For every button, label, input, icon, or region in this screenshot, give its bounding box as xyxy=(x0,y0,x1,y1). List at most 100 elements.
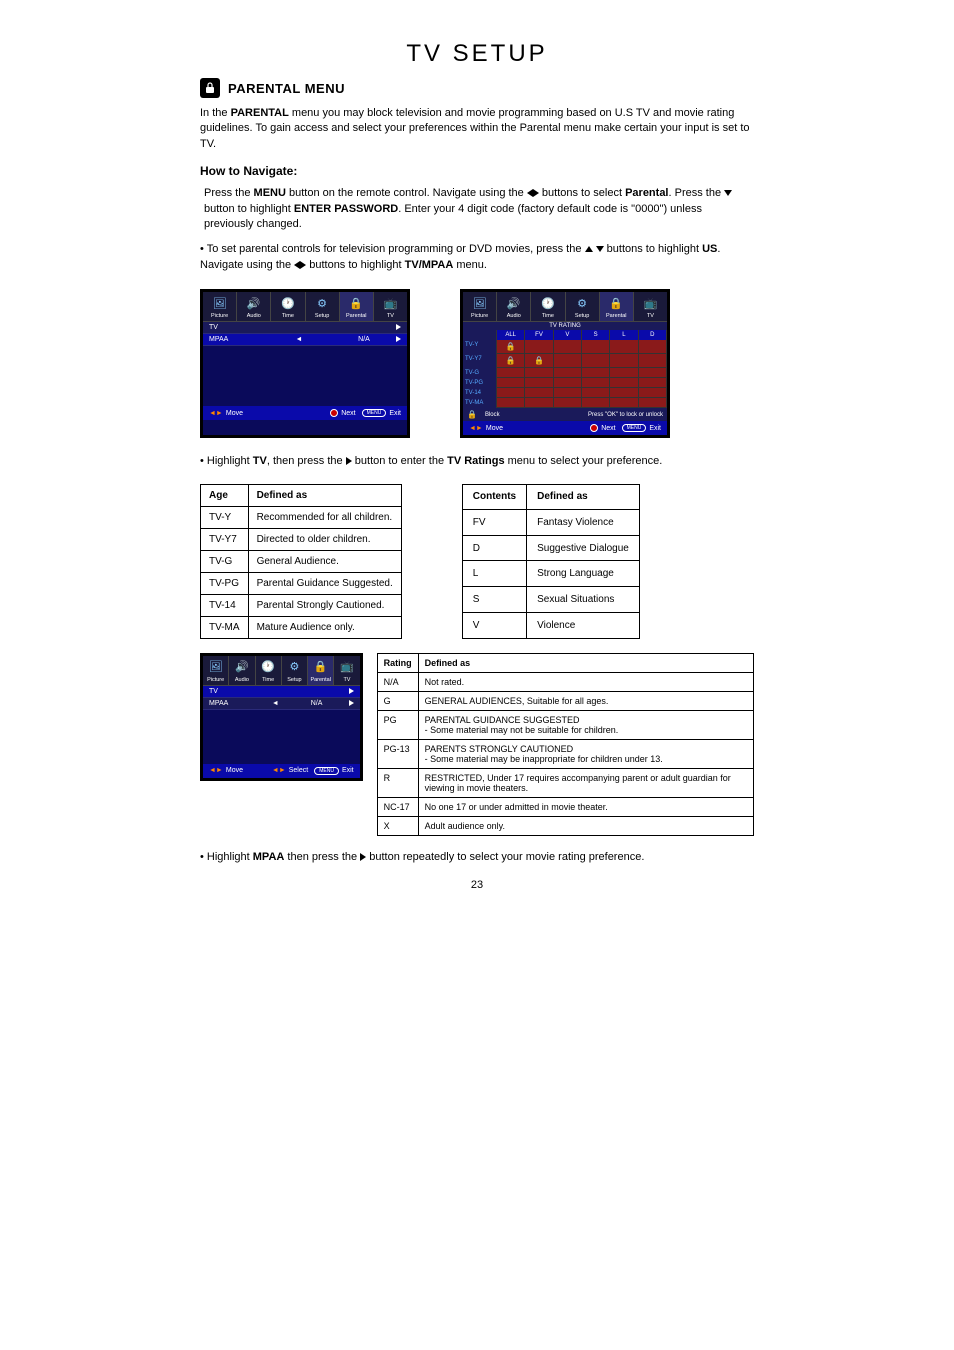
table-cell: TV-G xyxy=(201,550,249,572)
table-cell: D xyxy=(462,535,526,561)
table-cell: Recommended for all children. xyxy=(248,506,401,528)
osd-tab-icon: ⚙ xyxy=(282,658,307,676)
osd-tab-time: 🕐Time xyxy=(271,292,305,321)
grid-foot-instruction: 🔒Block Press "OK" to lock or unlock xyxy=(463,408,667,421)
grid-row: TV-G xyxy=(463,368,667,378)
table-cell: Not rated. xyxy=(418,672,753,691)
osd-tab-label: Setup xyxy=(306,312,339,320)
grid-head-cell: V xyxy=(554,330,582,340)
osd-row: TV xyxy=(203,686,360,698)
osd-tab-icon: ⚙ xyxy=(306,294,339,312)
table-cell: L xyxy=(462,561,526,587)
table-cell: PARENTAL GUIDANCE SUGGESTED- Some materi… xyxy=(418,710,753,739)
triangle-down-icon xyxy=(596,246,604,252)
osd-tab-parental: 🔒Parental xyxy=(340,292,374,321)
osd-tab-icon: 🖼 xyxy=(463,294,496,312)
osd-footer: ◄► Move ◄► Select MENU Exit xyxy=(203,764,360,778)
osd-tab-label: Parental xyxy=(308,676,333,684)
menu-pill-icon: MENU xyxy=(314,767,339,775)
section-title: PARENTAL MENU xyxy=(228,81,345,96)
osd-row-1: 🖼Picture🔊Audio🕐Time⚙Setup🔒Parental📺TV TV… xyxy=(200,289,754,438)
grid-head-cell xyxy=(463,330,497,340)
grid-head-cell: S xyxy=(582,330,610,340)
osd-tab-icon: 📺 xyxy=(374,294,407,312)
table-row: GGENERAL AUDIENCES, Suitable for all age… xyxy=(377,691,753,710)
nav-step-1: Press the MENU button on the remote cont… xyxy=(204,186,754,232)
osd-tab-icon: 🕐 xyxy=(271,294,304,312)
osd-tab-icon: 🔊 xyxy=(229,658,254,676)
table-cell: V xyxy=(462,612,526,638)
table-cell: Directed to older children. xyxy=(248,528,401,550)
table-row: RRESTRICTED, Under 17 requires accompany… xyxy=(377,768,753,797)
grid-row: TV-MA xyxy=(463,398,667,408)
page-title: TV SETUP xyxy=(200,40,754,68)
table-cell: Parental Guidance Suggested. xyxy=(248,572,401,594)
table-cell: Adult audience only. xyxy=(418,816,753,835)
table-row: TV-YRecommended for all children. xyxy=(201,506,402,528)
table-row: TV-PGParental Guidance Suggested. xyxy=(201,572,402,594)
grid-row: TV-14 xyxy=(463,388,667,398)
table-row: TV-14Parental Strongly Cautioned. xyxy=(201,594,402,616)
osd-tab-label: Time xyxy=(531,312,564,320)
osd-tab-icon: 📺 xyxy=(334,658,359,676)
howto-heading: How to Navigate: xyxy=(200,164,754,178)
osd-tab-setup: ⚙Setup xyxy=(566,292,600,321)
osd-tv-rating: 🖼Picture🔊Audio🕐Time⚙Setup🔒Parental📺TV TV… xyxy=(460,289,670,438)
osd-tab-icon: 🔒 xyxy=(308,658,333,676)
osd-tab-icon: 🖼 xyxy=(203,294,236,312)
table-row: NC-17No one 17 or under admitted in movi… xyxy=(377,797,753,816)
table-cell: RESTRICTED, Under 17 requires accompanyi… xyxy=(418,768,753,797)
table-row: N/ANot rated. xyxy=(377,672,753,691)
table-cell: TV-MA xyxy=(201,616,249,638)
grid-head-cell: FV xyxy=(525,330,553,340)
table-cell: G xyxy=(377,691,418,710)
table-cell: TV-PG xyxy=(201,572,249,594)
table-cell: NC-17 xyxy=(377,797,418,816)
osd-tab-audio: 🔊Audio xyxy=(229,656,255,685)
osd-tab-tv: 📺TV xyxy=(334,656,359,685)
menu-pill-icon: MENU xyxy=(622,424,647,432)
table-row: TV-Y7Directed to older children. xyxy=(201,528,402,550)
mpaa-row: 🖼Picture🔊Audio🕐Time⚙Setup🔒Parental📺TV TV… xyxy=(200,653,754,836)
osd-row: TV xyxy=(203,322,407,334)
table-row: XAdult audience only. xyxy=(377,816,753,835)
osd-row: MPAA◄N/A xyxy=(203,698,360,710)
section-header: PARENTAL MENU xyxy=(200,78,754,98)
osd-tab-tv: 📺TV xyxy=(634,292,667,321)
lock-icon xyxy=(200,78,220,98)
table-cell: General Audience. xyxy=(248,550,401,572)
osd-tab-label: Time xyxy=(271,312,304,320)
contents-table: ContentsDefined as FVFantasy ViolenceDSu… xyxy=(462,484,640,639)
table-cell: PG-13 xyxy=(377,739,418,768)
table-row: SSexual Situations xyxy=(462,587,639,613)
table-row: PGPARENTAL GUIDANCE SUGGESTED- Some mate… xyxy=(377,710,753,739)
osd-tab-parental: 🔒Parental xyxy=(308,656,334,685)
osd-tab-audio: 🔊Audio xyxy=(237,292,271,321)
osd-tab-icon: 🔒 xyxy=(340,294,373,312)
triangle-down-icon xyxy=(724,190,732,196)
grid-head-cell: ALL xyxy=(497,330,525,340)
osd-tab-label: Time xyxy=(256,676,281,684)
table-cell: Sexual Situations xyxy=(527,587,640,613)
osd-tab-tv: 📺TV xyxy=(374,292,407,321)
tables-row: AgeDefined as TV-YRecommended for all ch… xyxy=(200,484,754,639)
osd-tab-label: Picture xyxy=(463,312,496,320)
osd-footer: ◄► Move Next MENU Exit xyxy=(463,421,667,435)
osd-tab-label: TV xyxy=(334,676,359,684)
osd-tab-icon: ⚙ xyxy=(566,294,599,312)
osd-tab-label: Parental xyxy=(340,312,373,320)
osd-row: MPAA◄N/A xyxy=(203,334,407,346)
osd-tab-label: TV xyxy=(374,312,407,320)
osd-footer: ◄► Move Next MENU Exit xyxy=(203,406,407,420)
osd-tab-picture: 🖼Picture xyxy=(203,292,237,321)
table-row: LStrong Language xyxy=(462,561,639,587)
osd-parental-2: 🖼Picture🔊Audio🕐Time⚙Setup🔒Parental📺TV TV… xyxy=(200,653,363,781)
osd-tab-audio: 🔊Audio xyxy=(497,292,531,321)
ok-icon xyxy=(590,424,598,432)
grid-row: TV-Y🔒 xyxy=(463,340,667,354)
grid-row: TV-PG xyxy=(463,378,667,388)
mpaa-highlight-line: • Highlight MPAA then press the button r… xyxy=(200,850,754,865)
page-number: 23 xyxy=(200,879,754,891)
grid-row: TV-Y7🔒🔒 xyxy=(463,354,667,368)
table-row: TV-GGeneral Audience. xyxy=(201,550,402,572)
